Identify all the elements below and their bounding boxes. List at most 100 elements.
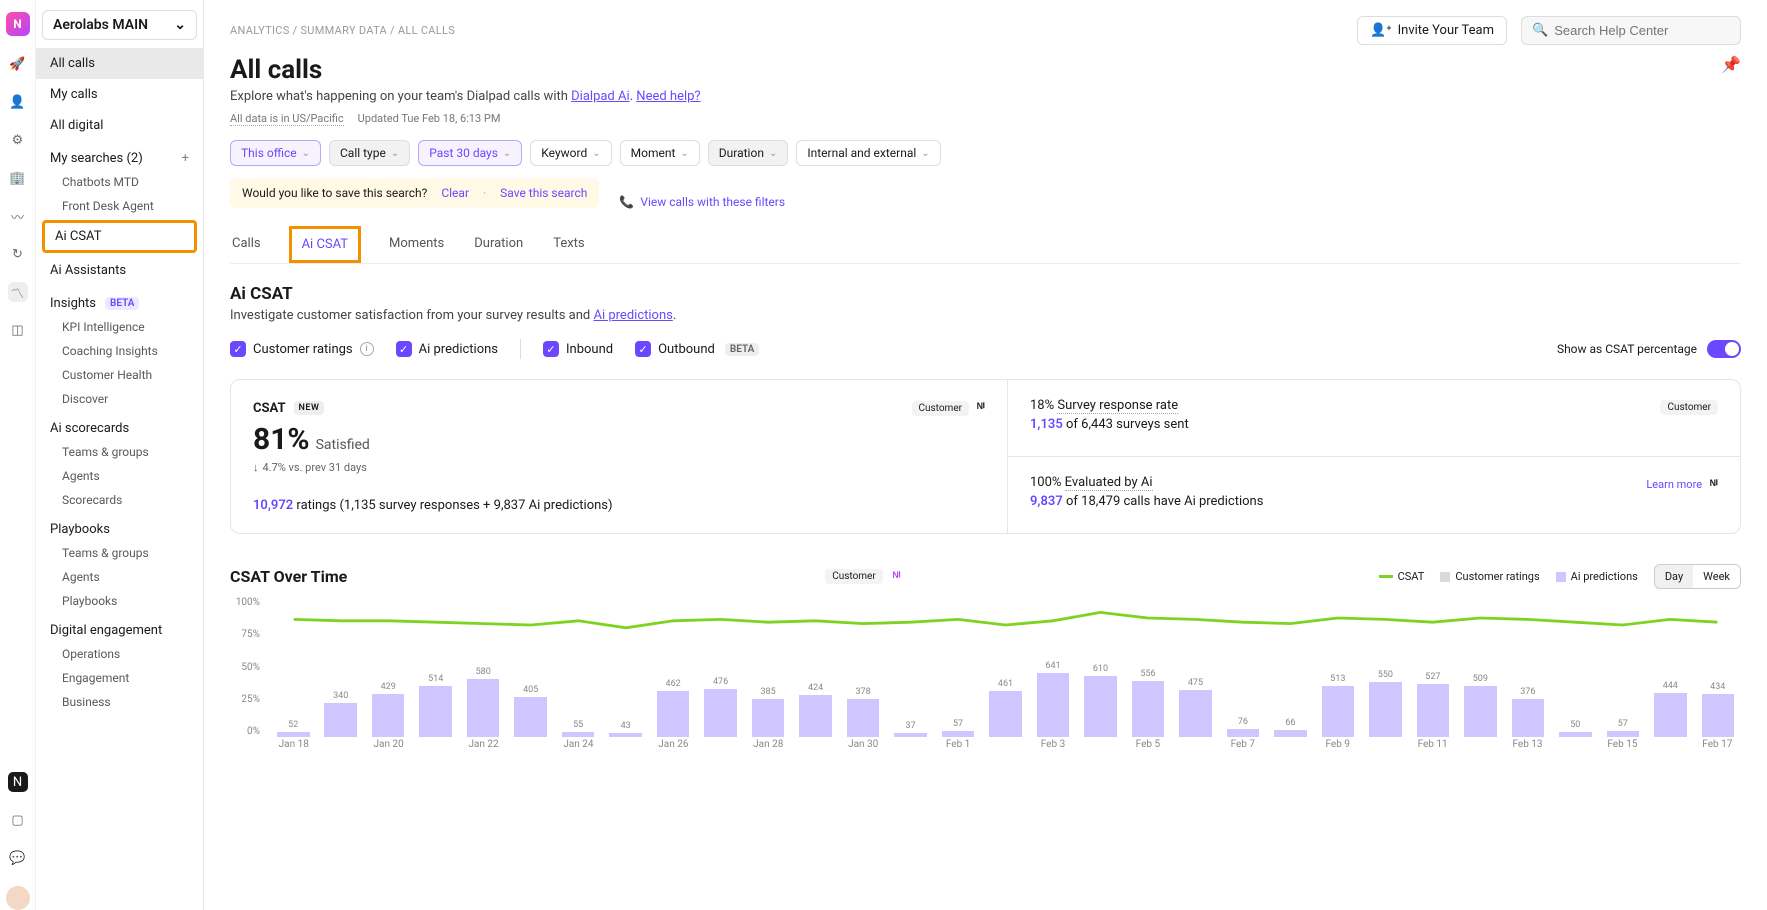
filter-moment[interactable]: Moment⌄ xyxy=(620,140,700,166)
filter-office[interactable]: This office⌄ xyxy=(230,140,321,166)
sidebar-scorecard-scorecards[interactable]: Scorecards xyxy=(36,488,203,512)
sidebar-item-all-digital[interactable]: All digital xyxy=(36,110,203,141)
sidebar-heading-digital: Digital engagement xyxy=(36,613,203,642)
brand-logo: N xyxy=(6,12,30,36)
section-title: Ai CSAT xyxy=(230,284,1741,304)
sidebar-heading-mysearches: My searches (2) + xyxy=(36,141,203,170)
activity-icon[interactable]: 〰 xyxy=(8,206,28,226)
tab-moments[interactable]: Moments xyxy=(387,226,446,263)
video-icon[interactable]: ▢ xyxy=(8,810,28,830)
csat-chart: 100%75%50%25%0% 523404295145804055543462… xyxy=(230,597,1741,757)
sidebar-digital-business[interactable]: Business xyxy=(36,690,203,714)
tab-calls[interactable]: Calls xyxy=(230,226,263,263)
gear-icon[interactable]: ⚙ xyxy=(8,130,28,150)
ai-icon: ᴺⁱ xyxy=(977,400,985,416)
sidebar-item-all-calls[interactable]: All calls xyxy=(36,48,203,79)
seg-day[interactable]: Day xyxy=(1655,565,1693,588)
sidebar-search-chatbots[interactable]: Chatbots MTD xyxy=(36,170,203,194)
chevron-down-icon: ⌄ xyxy=(503,148,511,159)
help-search-input[interactable] xyxy=(1554,23,1730,38)
sidebar-item-my-calls[interactable]: My calls xyxy=(36,79,203,110)
survey-response-card: 18% Survey response rate Customer 1,135 … xyxy=(1008,380,1740,457)
check-outbound[interactable]: ✓OutboundBETA xyxy=(635,341,759,357)
meta-row: All data is in US/Pacific Updated Tue Fe… xyxy=(230,112,1741,126)
tab-texts[interactable]: Texts xyxy=(551,226,586,263)
chat-icon[interactable]: 💬 xyxy=(8,848,28,868)
trend-icon[interactable]: 〽 xyxy=(8,282,28,302)
workspace-switcher[interactable]: Aerolabs MAIN ⌄ xyxy=(42,10,197,40)
sidebar-playbook-teams[interactable]: Teams & groups xyxy=(36,541,203,565)
chevron-down-icon: ⌄ xyxy=(391,148,399,159)
tab-ai-csat[interactable]: Ai CSAT xyxy=(289,226,361,263)
clear-link[interactable]: Clear xyxy=(441,186,469,200)
breadcrumb: ANALYTICS / SUMMARY DATA / ALL CALLS xyxy=(230,24,455,37)
tab-duration[interactable]: Duration xyxy=(472,226,525,263)
save-question: Would you like to save this search? xyxy=(242,186,427,200)
sidebar-insight-discover[interactable]: Discover xyxy=(36,387,203,411)
kpi-cards: CSAT NEW Customer ᴺⁱ 81%Satisfied ↓4.7% … xyxy=(230,379,1741,534)
learn-more-link[interactable]: Learn more xyxy=(1646,478,1702,491)
legend-csat: CSAT xyxy=(1379,570,1425,583)
save-link[interactable]: Save this search xyxy=(500,186,587,200)
csat-satisfied: Satisfied xyxy=(316,437,370,453)
sidebar-scorecard-agents[interactable]: Agents xyxy=(36,464,203,488)
chevron-down-icon: ⌄ xyxy=(769,148,777,159)
chevron-down-icon: ⌄ xyxy=(302,148,310,159)
customer-pill: Customer xyxy=(825,569,883,584)
chevron-down-icon: ⌄ xyxy=(680,148,688,159)
csat-percent: 81% xyxy=(253,422,310,457)
filter-call-type[interactable]: Call type⌄ xyxy=(329,140,410,166)
info-icon[interactable]: i xyxy=(360,342,374,356)
app-icon[interactable]: N xyxy=(8,772,28,792)
add-search-icon[interactable]: + xyxy=(182,151,189,166)
sidebar-digital-engagement[interactable]: Engagement xyxy=(36,666,203,690)
sidebar-search-frontdesk[interactable]: Front Desk Agent xyxy=(36,194,203,218)
percentage-toggle[interactable] xyxy=(1707,340,1741,358)
dialpad-ai-link[interactable]: Dialpad Ai xyxy=(571,89,630,104)
sidebar-heading-scorecards: Ai scorecards xyxy=(36,411,203,440)
sidebar-item-ai-assistants[interactable]: Ai Assistants xyxy=(36,255,203,286)
need-help-link[interactable]: Need help? xyxy=(636,89,700,104)
filter-internal-external[interactable]: Internal and external⌄ xyxy=(796,140,940,166)
filter-date-range[interactable]: Past 30 days⌄ xyxy=(418,140,522,166)
sidebar-playbook-playbooks[interactable]: Playbooks xyxy=(36,589,203,613)
avatar[interactable] xyxy=(6,886,30,910)
checkbox-row: ✓Customer ratingsi ✓Ai predictions ✓Inbo… xyxy=(230,339,1741,359)
filter-duration[interactable]: Duration⌄ xyxy=(708,140,789,166)
view-calls-link[interactable]: View calls with these filters xyxy=(640,195,785,209)
cube-icon[interactable]: ◫ xyxy=(8,320,28,340)
help-search[interactable]: 🔍 xyxy=(1521,16,1741,45)
sidebar-scorecard-teams[interactable]: Teams & groups xyxy=(36,440,203,464)
filter-keyword[interactable]: Keyword⌄ xyxy=(530,140,611,166)
invite-team-button[interactable]: 👤⁺ Invite Your Team xyxy=(1357,16,1507,45)
building-icon[interactable]: 🏢 xyxy=(8,168,28,188)
sidebar-insight-health[interactable]: Customer Health xyxy=(36,363,203,387)
user-icon[interactable]: 👤 xyxy=(8,92,28,112)
customer-pill: Customer xyxy=(1660,400,1718,415)
ai-predictions-link[interactable]: Ai predictions xyxy=(593,308,672,323)
filter-chips: This office⌄ Call type⌄ Past 30 days⌄ Ke… xyxy=(230,140,1741,166)
sidebar-insight-kpi[interactable]: KPI Intelligence xyxy=(36,315,203,339)
history-icon[interactable]: ↻ xyxy=(8,244,28,264)
evaluated-ai-card: 100% Evaluated by Ai Learn more ᴺⁱ 9,837… xyxy=(1008,457,1740,533)
tabs: Calls Ai CSAT Moments Duration Texts xyxy=(230,226,1741,264)
csat-delta: ↓4.7% vs. prev 31 days xyxy=(253,461,985,474)
sidebar-item-ai-csat[interactable]: Ai CSAT xyxy=(42,220,197,253)
check-ai-predictions[interactable]: ✓Ai predictions xyxy=(396,341,498,357)
icon-rail: N 🚀 👤 ⚙ 🏢 〰 ↻ 〽 ◫ N ▢ 💬 xyxy=(0,0,36,910)
pin-icon[interactable]: 📌 xyxy=(1721,55,1741,74)
sidebar-digital-ops[interactable]: Operations xyxy=(36,642,203,666)
chart-header: CSAT Over Time Customer ᴺⁱ CSAT Customer… xyxy=(230,564,1741,589)
seg-week[interactable]: Week xyxy=(1693,565,1740,588)
topbar: ANALYTICS / SUMMARY DATA / ALL CALLS 👤⁺ … xyxy=(230,0,1741,55)
check-customer-ratings[interactable]: ✓Customer ratingsi xyxy=(230,341,374,357)
customer-pill: Customer xyxy=(912,401,970,416)
ai-icon: ᴺⁱ xyxy=(1710,477,1718,493)
sidebar-insight-coaching[interactable]: Coaching Insights xyxy=(36,339,203,363)
rocket-icon[interactable]: 🚀 xyxy=(8,54,28,74)
time-segment: Day Week xyxy=(1654,564,1741,589)
ai-icon: ᴺⁱ xyxy=(893,569,901,585)
sidebar-playbook-agents[interactable]: Agents xyxy=(36,565,203,589)
check-inbound[interactable]: ✓Inbound xyxy=(543,341,613,357)
page-title: All calls xyxy=(230,55,701,85)
